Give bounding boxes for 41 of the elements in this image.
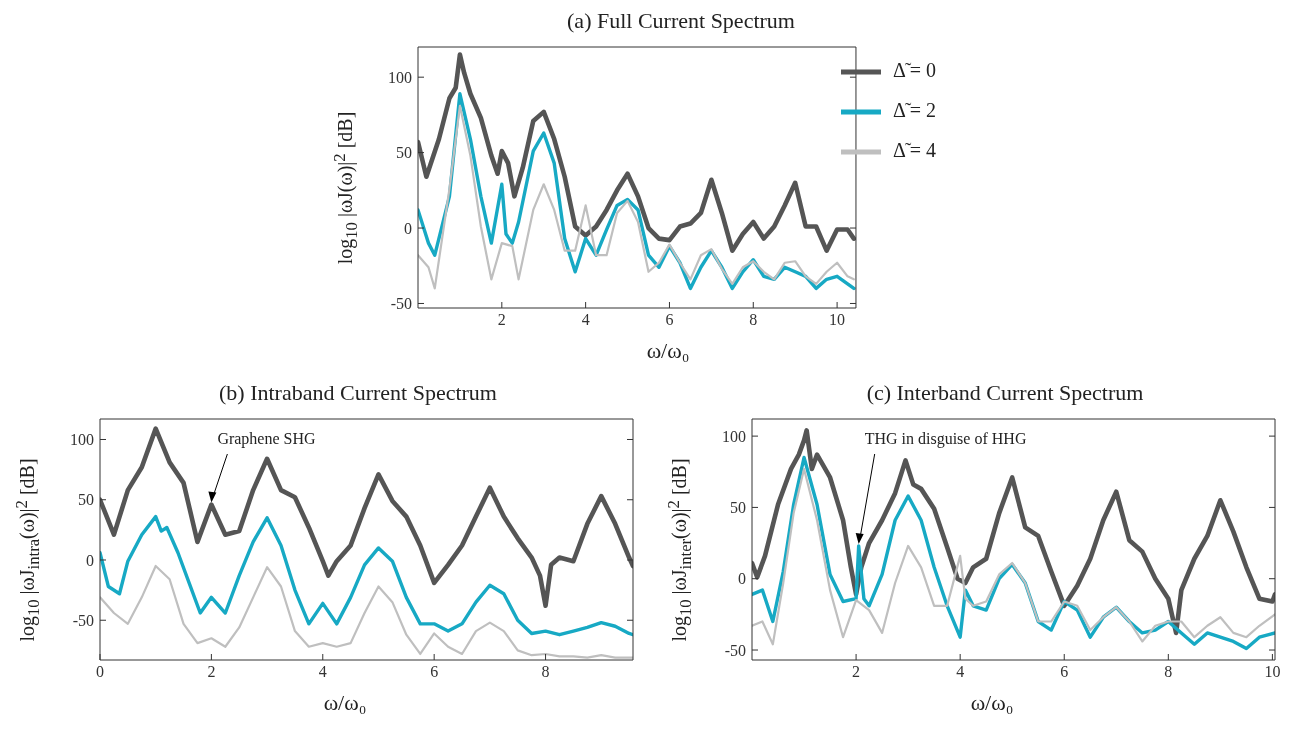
x-tick-label: 8 xyxy=(1164,663,1173,681)
y-tick-label: 50 xyxy=(78,491,94,509)
x-tick-label: 8 xyxy=(541,663,550,681)
x-tick-label: 4 xyxy=(318,663,327,681)
annotation: THG in disguise of HHG xyxy=(864,430,1027,448)
chart-title: (b) Intraband Current Spectrum xyxy=(218,380,498,406)
x-tick-label: 6 xyxy=(430,663,439,681)
x-tick-label: 10 xyxy=(829,311,846,329)
chart-title: (c) Interband Current Spectrum xyxy=(865,380,1145,406)
x-tick-label: 2 xyxy=(207,663,216,681)
y-tick-label: 0 xyxy=(86,551,94,569)
line-series xyxy=(418,52,856,253)
line-series xyxy=(752,428,1275,636)
y-tick-label: 0 xyxy=(738,570,746,588)
x-tick-label: 2 xyxy=(852,663,861,681)
legend-label: Δ̃ = 4 xyxy=(892,138,936,161)
y-tick-label: 100 xyxy=(388,68,412,86)
line-series xyxy=(100,514,633,637)
y-tick-label: -50 xyxy=(724,641,746,659)
y-tick-label: 100 xyxy=(722,427,746,445)
x-axis-title: ω/ω₀ xyxy=(322,690,368,716)
x-tick-label: 2 xyxy=(497,311,506,329)
x-axis-title: ω/ω₀ xyxy=(969,690,1015,716)
legend-label: Δ̃ = 2 xyxy=(892,98,936,121)
x-tick-label: 6 xyxy=(1060,663,1069,681)
y-tick-label: -50 xyxy=(390,295,412,313)
x-tick-label: 6 xyxy=(665,311,674,329)
annotation: Graphene SHG xyxy=(217,430,317,448)
x-tick-label: 4 xyxy=(581,311,590,329)
y-tick-label: 50 xyxy=(396,144,412,162)
x-tick-label: 8 xyxy=(749,311,758,329)
y-tick-label: 0 xyxy=(404,219,412,237)
y-tick-label: 100 xyxy=(70,431,94,449)
y-tick-label: 50 xyxy=(730,499,746,517)
x-axis-title: ω/ω₀ xyxy=(645,338,691,364)
line-series xyxy=(100,426,633,609)
y-tick-label: -50 xyxy=(72,611,94,629)
x-tick-label: 10 xyxy=(1264,663,1281,681)
x-tick-label: 4 xyxy=(956,663,965,681)
legend-label: Δ̃ = 0 xyxy=(892,58,936,81)
chart-title: (a) Full Current Spectrum xyxy=(566,8,796,34)
